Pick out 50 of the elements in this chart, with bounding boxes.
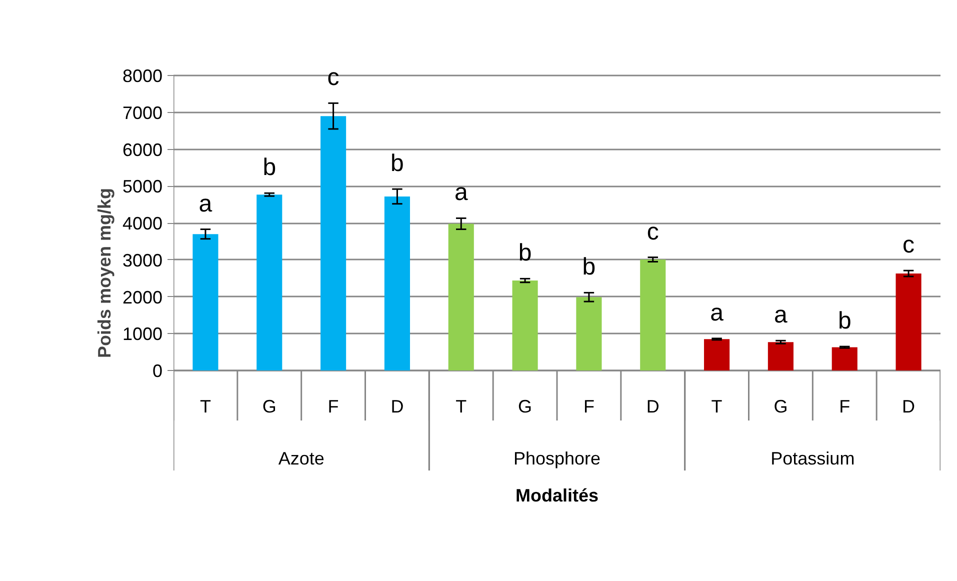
- x-tick-label: G: [262, 396, 276, 416]
- text: Azote: [278, 448, 324, 468]
- y-tick-label: 6000: [122, 140, 163, 160]
- x-tick-label: F: [839, 396, 850, 416]
- x-tick-label: D: [646, 396, 660, 416]
- bar: [320, 116, 346, 370]
- x-axis-title: Modalités: [515, 486, 599, 506]
- x-tick-label: F: [583, 396, 594, 416]
- y-tick-label: 8000: [122, 66, 163, 86]
- data-label: a: [710, 299, 724, 326]
- bar: [832, 347, 858, 370]
- y-axis-title: Poids moyen mg/kg: [94, 188, 114, 358]
- bar: [384, 196, 410, 370]
- x-tick-label: T: [456, 396, 467, 416]
- y-tick-label: 2000: [122, 287, 163, 308]
- data-label: a: [774, 302, 788, 329]
- bar: [192, 234, 218, 370]
- bar: [896, 274, 922, 370]
- bar: [640, 260, 666, 370]
- x-tick-label: D: [902, 396, 916, 416]
- bar: [704, 339, 730, 370]
- x-tick-label: T: [711, 396, 722, 416]
- y-tick-label: 1000: [122, 324, 163, 344]
- bar: [768, 342, 794, 370]
- y-tick-label: 0: [152, 361, 163, 381]
- y-tick-label: 7000: [122, 102, 163, 123]
- y-tick-label: 4000: [122, 214, 163, 234]
- data-label: c: [902, 232, 915, 259]
- data-label: b: [838, 308, 852, 335]
- data-label: b: [582, 254, 596, 281]
- x-tick-label: G: [774, 396, 788, 416]
- text: Phosphore: [513, 448, 601, 468]
- x-tick-label: F: [328, 396, 339, 416]
- bar: [576, 297, 602, 370]
- data-label: b: [518, 240, 532, 267]
- x-tick-label: G: [518, 396, 532, 416]
- data-label: c: [327, 64, 340, 92]
- y-tick-label: 3000: [122, 250, 163, 270]
- x-tick-label: T: [200, 396, 211, 416]
- data-label: a: [198, 190, 213, 218]
- data-label: c: [646, 218, 659, 246]
- text: Potassium: [770, 448, 855, 468]
- y-tick-label: 5000: [122, 176, 163, 197]
- data-label: b: [262, 154, 276, 182]
- bar: [256, 194, 282, 370]
- bar: [512, 280, 538, 370]
- x-tick-label: D: [390, 396, 404, 416]
- bar: [448, 224, 474, 370]
- data-label: a: [454, 179, 468, 206]
- data-label: b: [390, 150, 404, 178]
